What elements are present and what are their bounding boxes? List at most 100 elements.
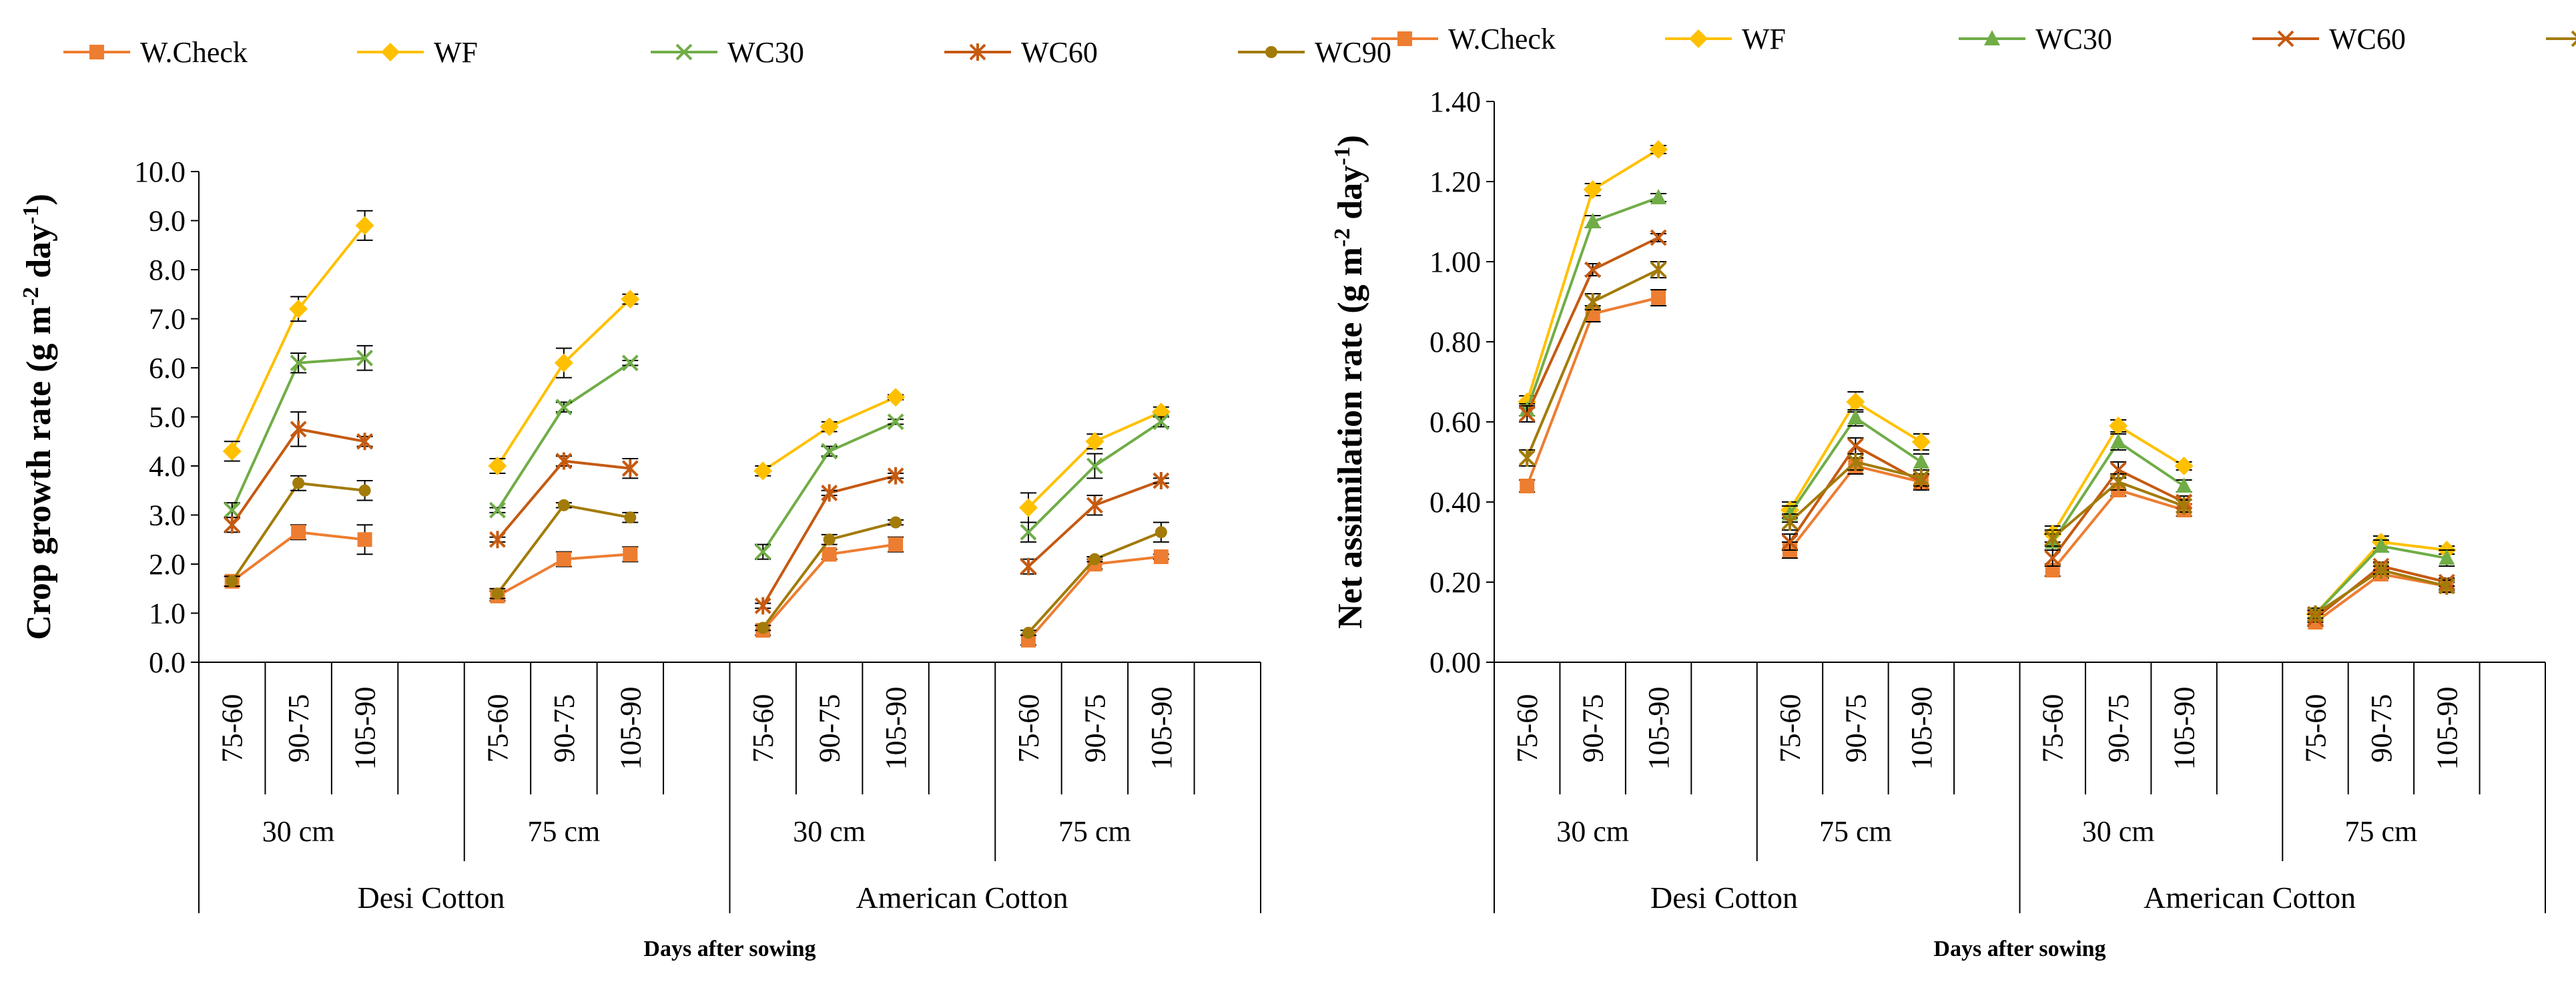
data-point xyxy=(1584,261,1602,278)
y-tick-label: 9.0 xyxy=(149,205,186,238)
y-tick-label: 3.0 xyxy=(149,499,186,532)
legend-item: W.Check xyxy=(1371,23,1556,55)
data-point xyxy=(1020,557,1037,575)
data-point xyxy=(623,547,638,562)
x-spacing-label: 75 cm xyxy=(2345,815,2418,848)
legend-item: WC60 xyxy=(2252,23,2406,55)
series-line xyxy=(496,298,631,467)
data-point xyxy=(1847,437,1864,455)
data-point xyxy=(2110,461,2127,479)
series-wc30 xyxy=(754,413,904,561)
data-point xyxy=(1085,432,1104,451)
data-point xyxy=(1153,549,1169,564)
data-point xyxy=(489,501,506,519)
data-point xyxy=(1086,457,1103,475)
series-w-check xyxy=(755,536,904,638)
x-tick-label: 75-60 xyxy=(216,694,249,763)
data-point xyxy=(2372,537,2389,553)
legend-marker xyxy=(381,43,400,61)
y-axis-title: Crop growth rate (g m-2 day-1) xyxy=(19,194,58,640)
x-tick-label: 105-90 xyxy=(1642,687,1675,770)
y-axis-title-part: day xyxy=(20,224,58,287)
x-tick-label: 105-90 xyxy=(1145,687,1178,770)
data-point xyxy=(2174,457,2194,475)
x-tick-label: 75-60 xyxy=(2037,694,2069,763)
data-point xyxy=(753,461,773,481)
series-wc90 xyxy=(755,516,904,634)
y-axis-title-part: Crop growth rate (g m xyxy=(20,306,58,640)
series-wc90 xyxy=(2044,473,2193,547)
y-axis-title-part: ) xyxy=(1331,135,1369,146)
data-point xyxy=(754,597,771,615)
data-point xyxy=(356,433,374,451)
legend-marker xyxy=(1397,31,1412,46)
data-point xyxy=(222,441,242,461)
legend-item: WC90 xyxy=(2546,30,2576,47)
y-axis-title-sup: -1 xyxy=(1330,146,1355,165)
legend-marker xyxy=(89,45,104,59)
data-point xyxy=(1911,433,1931,451)
x-tick-label: 75-60 xyxy=(747,694,779,763)
legend-label: WC30 xyxy=(2035,23,2112,55)
series-wc60 xyxy=(1518,229,1667,423)
legend-marker xyxy=(1265,46,1277,58)
x-cotton-label: American Cotton xyxy=(2144,881,2356,915)
legend-marker xyxy=(2277,30,2294,47)
x-axis: 75-60 90-75 105-90 30 cm 75-60 90-75 105-90 75 … xyxy=(198,662,1261,961)
x-tick-label: 90-75 xyxy=(548,694,581,763)
x-spacing-label: 75 cm xyxy=(1819,815,1892,848)
data-point xyxy=(356,349,374,366)
x-tick-label: 90-75 xyxy=(814,694,846,763)
data-point xyxy=(890,516,902,529)
series-line xyxy=(1526,296,1659,487)
legend-marker xyxy=(2571,30,2576,47)
y-tick-label: 1.40 xyxy=(1429,85,1481,118)
data-point xyxy=(1518,405,1536,423)
data-point xyxy=(1847,409,1864,425)
x-tick-label: 105-90 xyxy=(349,687,382,770)
x-tick-label: 75-60 xyxy=(481,694,514,763)
data-point xyxy=(357,532,372,547)
data-point xyxy=(621,459,639,477)
data-point xyxy=(290,420,307,438)
data-point xyxy=(289,299,308,318)
y-tick-label: 1.20 xyxy=(1429,166,1481,198)
data-point xyxy=(621,290,640,309)
data-point xyxy=(1781,533,1799,551)
legend-label: WC60 xyxy=(1021,36,1098,69)
y-axis-title-part: day xyxy=(1331,166,1369,228)
data-point xyxy=(1155,526,1167,539)
data-point xyxy=(290,354,307,372)
data-point xyxy=(821,443,838,460)
chart-1: W.Check WF WC30 WC60 WC90 0.0 1.0 2.0 3.0 4.0 5.0 6… xyxy=(19,36,1391,961)
data-point xyxy=(355,216,374,235)
data-point xyxy=(754,543,771,561)
data-point xyxy=(888,537,904,552)
y-tick-label: 5.0 xyxy=(149,401,186,434)
x-tick-label: 90-75 xyxy=(1839,694,1872,763)
x-spacing-label: 75 cm xyxy=(528,815,601,848)
legend-item: WC30 xyxy=(1959,23,2112,55)
group-1 xyxy=(222,210,374,589)
x-tick-label: 75-60 xyxy=(1774,694,1807,763)
data-point xyxy=(554,353,573,373)
series-wc60 xyxy=(489,452,639,549)
legend-marker xyxy=(1984,30,2000,45)
data-point xyxy=(887,413,904,431)
data-point xyxy=(1650,189,1667,204)
y-axis-title-part: Net assimilation rate (g m xyxy=(1331,247,1369,629)
data-point xyxy=(1650,261,1667,278)
legend-marker xyxy=(1689,29,1708,48)
legend: W.Check WF WC30 WC60 WC90 xyxy=(63,36,1391,69)
data-point xyxy=(1781,513,1799,531)
data-point xyxy=(1520,479,1535,493)
y-tick-label: 0.00 xyxy=(1429,646,1481,679)
y-tick-label: 0.0 xyxy=(149,646,186,679)
data-point xyxy=(1913,469,1930,487)
x-spacing-label: 75 cm xyxy=(1058,815,1131,848)
data-point xyxy=(1022,626,1034,639)
y-tick-label: 10.0 xyxy=(134,156,186,188)
data-point xyxy=(1584,213,1601,228)
x-tick-label: 90-75 xyxy=(1577,694,1610,763)
